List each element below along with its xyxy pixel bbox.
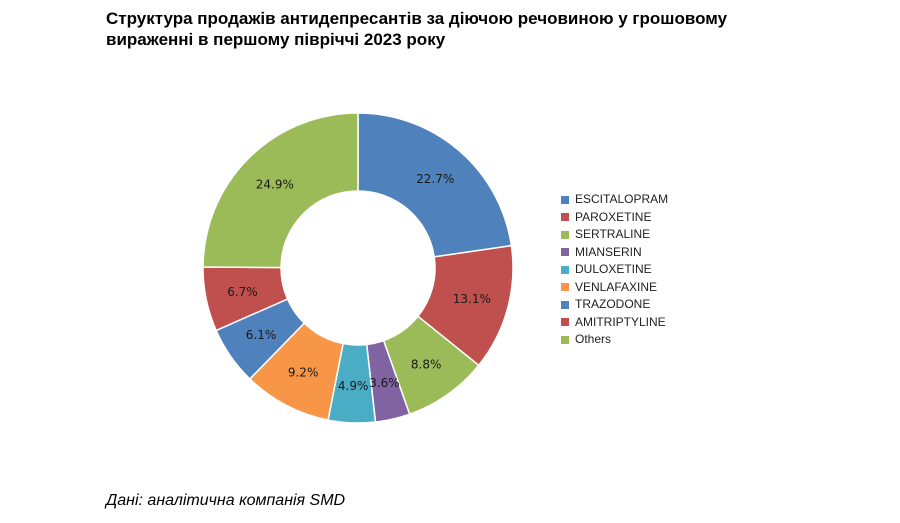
legend-label: AMITRIPTYLINE xyxy=(575,314,666,329)
legend-swatch xyxy=(561,300,569,309)
legend-item-duloxetine: DULOXETINE xyxy=(561,261,668,279)
slice-label-paroxetine: 13.1% xyxy=(453,292,491,306)
legend-label: SERTRALINE xyxy=(575,227,651,241)
legend-label: MIANSERIN xyxy=(575,244,642,259)
legend-swatch xyxy=(561,265,569,274)
legend-item-sertraline: SERTRALINE xyxy=(561,226,668,244)
slice-escitalopram xyxy=(357,112,513,258)
donut-slices xyxy=(202,112,514,424)
legend-item-others: Others xyxy=(561,331,668,349)
slice-label-sertraline: 8.8% xyxy=(411,357,442,371)
legend-item-mianserin: MIANSERIN xyxy=(561,244,668,262)
donut-labels: 22.7% 13.1% 8.8% 3.6%4.9% 9.2% 6.1% 6.7% 24.9% xyxy=(227,172,491,393)
legend-label: VENLAFAXINE xyxy=(575,279,658,294)
slice-label-duloxetine: 4.9% xyxy=(338,379,369,393)
legend-label: TRAZODONE xyxy=(575,297,651,311)
legend-item-trazodone: TRAZODONE xyxy=(561,296,668,314)
legend-item-venlafaxine: VENLAFAXINE xyxy=(561,279,668,297)
source-note: Дані: аналітична компанія SMD xyxy=(106,492,346,509)
legend-swatch xyxy=(561,318,569,327)
slice-label-escitalopram: 22.7% xyxy=(416,172,454,186)
chart-legend: ESCITALOPRAM PAROXETINE SERTRALINE MIANSERI… xyxy=(561,191,668,349)
slice-others xyxy=(202,112,359,269)
legend-swatch xyxy=(561,195,569,204)
slice-label-mianserin: 3.6% xyxy=(369,376,400,390)
chart-title: Структура продажів антидепресантів за ді… xyxy=(106,9,728,49)
legend-swatch xyxy=(561,283,569,292)
slice-label-trazodone: 6.1% xyxy=(246,328,277,342)
legend-item-amitriptyline: AMITRIPTYLINE xyxy=(561,314,668,332)
legend-label: DULOXETINE xyxy=(575,262,652,276)
legend-swatch xyxy=(561,213,569,222)
legend-swatch xyxy=(561,335,569,344)
legend-swatch xyxy=(561,230,569,239)
legend-label: ESCITALOPRAM xyxy=(575,192,669,206)
slice-label-venlafaxine: 9.2% xyxy=(288,365,319,379)
legend-item-paroxetine: PAROXETINE xyxy=(561,209,668,227)
slice-label-others: 24.9% xyxy=(256,177,294,191)
legend-label: PAROXETINE xyxy=(575,209,652,224)
slice-label-amitriptyline: 6.7% xyxy=(227,285,258,299)
legend-item-escitalopram: ESCITALOPRAM xyxy=(561,191,668,209)
legend-label: Others xyxy=(575,332,612,346)
legend-swatch xyxy=(561,248,569,257)
